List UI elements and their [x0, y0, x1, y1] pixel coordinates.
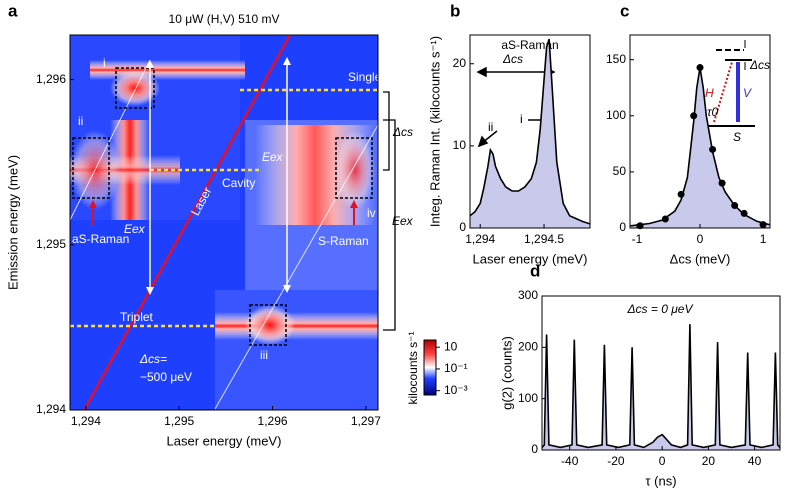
y-tick-label: 100 — [606, 108, 626, 122]
annotation: iv — [367, 206, 376, 220]
x-tick-label: -1 — [632, 232, 643, 246]
y-axis-label: Integ. Raman Int. (kilocounts s⁻¹) — [427, 36, 442, 227]
point — [677, 190, 685, 198]
y-tick-label: 300 — [518, 288, 538, 302]
annotation: Eex — [392, 214, 414, 228]
annotation: S — [733, 130, 741, 144]
x-tick-label: 1,296 — [258, 414, 288, 428]
y-tick-label: 1,294 — [36, 402, 66, 416]
y-tick-label: 200 — [518, 340, 538, 354]
y-tick-label: 0 — [459, 220, 466, 234]
area — [630, 67, 770, 228]
annotation: Cavity — [222, 176, 255, 190]
annotation: Eex — [262, 150, 284, 164]
level-diagram — [705, 40, 755, 127]
annotation: aS-Raman — [501, 38, 558, 52]
x-tick-label: 1,297 — [351, 414, 381, 428]
x-tick-label: -20 — [607, 454, 625, 468]
annotation: ii — [78, 114, 83, 128]
plot-frame — [541, 295, 781, 451]
point — [731, 202, 739, 210]
point — [696, 64, 704, 72]
annotation: Δcs = 0 μeV — [627, 302, 694, 316]
colorbar — [423, 339, 437, 396]
annotation: Δcs — [392, 125, 413, 139]
annotation: Δcs= — [139, 352, 167, 366]
x-axis-label: Laser energy (meV) — [167, 433, 282, 448]
x-tick-label: 40 — [748, 454, 762, 468]
point — [690, 112, 698, 120]
panel-label: d — [530, 261, 540, 280]
plot-frame — [469, 34, 591, 229]
annotation: Singlet — [348, 70, 385, 84]
annotation: −500 μeV — [140, 370, 192, 384]
x-tick-label: 0 — [697, 232, 704, 246]
line — [469, 38, 591, 225]
y-axis-label: Emission energy (meV) — [5, 155, 20, 290]
x-tick-label: -40 — [561, 454, 579, 468]
annotation: aS-Raman — [72, 232, 129, 246]
y-tick-label: 10 — [453, 138, 467, 152]
annotation: iii — [260, 348, 268, 362]
colorbar-tick-label: 10⁻¹ — [444, 361, 468, 375]
y-axis-label: g(2) (counts) — [499, 336, 514, 410]
y-tick-label: 150 — [606, 52, 626, 66]
annotation: H — [705, 86, 714, 100]
panel-label: b — [450, 1, 460, 20]
annotation: S-Raman — [318, 234, 369, 248]
x-tick-label: 1,294 — [71, 414, 101, 428]
x-tick-label: 0 — [659, 454, 666, 468]
point — [709, 145, 717, 153]
y-tick-label: 0 — [531, 442, 538, 456]
y-tick-label: 50 — [613, 164, 627, 178]
annotation: Δcs — [502, 52, 523, 66]
point — [740, 209, 748, 217]
x-tick-label: 20 — [702, 454, 716, 468]
annotation: Eex — [124, 222, 146, 236]
x-tick-label: 1,295 — [164, 414, 194, 428]
area — [542, 324, 780, 450]
x-tick-label: 1 — [760, 232, 767, 246]
x-axis-label: Δcs (meV) — [670, 251, 731, 266]
x-tick-label: 1,294.5 — [524, 232, 564, 246]
line — [541, 324, 781, 449]
chart-title: 10 μW (H,V) 510 mV — [169, 12, 280, 26]
y-tick-label: 0 — [619, 220, 626, 234]
annotation: i — [103, 56, 106, 70]
annotation: Δcs — [749, 58, 770, 72]
colorbar-tick-label: 10 — [444, 339, 458, 353]
annotation: τ0 — [707, 105, 718, 119]
y-tick-label: 1,295 — [36, 237, 66, 251]
x-tick-label: 1,294 — [465, 232, 495, 246]
colorbar-tick-label: 10⁻³ — [444, 383, 468, 397]
y-tick-label: 20 — [453, 56, 467, 70]
colorbar-label: kilocounts s⁻¹ — [406, 331, 420, 404]
point — [661, 215, 669, 223]
y-tick-label: 100 — [518, 391, 538, 405]
point — [718, 179, 726, 187]
area — [470, 39, 590, 228]
heatmap-image — [70, 35, 378, 410]
annotation: i — [520, 112, 523, 126]
annotation: V — [743, 86, 752, 100]
plot-frame — [69, 34, 379, 411]
bracket — [383, 91, 396, 331]
annotation: Triplet — [120, 310, 154, 324]
x-axis-label: τ (ns) — [645, 473, 676, 488]
annotation: ii — [488, 120, 493, 134]
y-tick-label: 1,296 — [36, 72, 66, 86]
panel-label: c — [620, 1, 629, 20]
panel-label: a — [8, 1, 18, 20]
x-axis-label: Laser energy (meV) — [473, 251, 588, 266]
